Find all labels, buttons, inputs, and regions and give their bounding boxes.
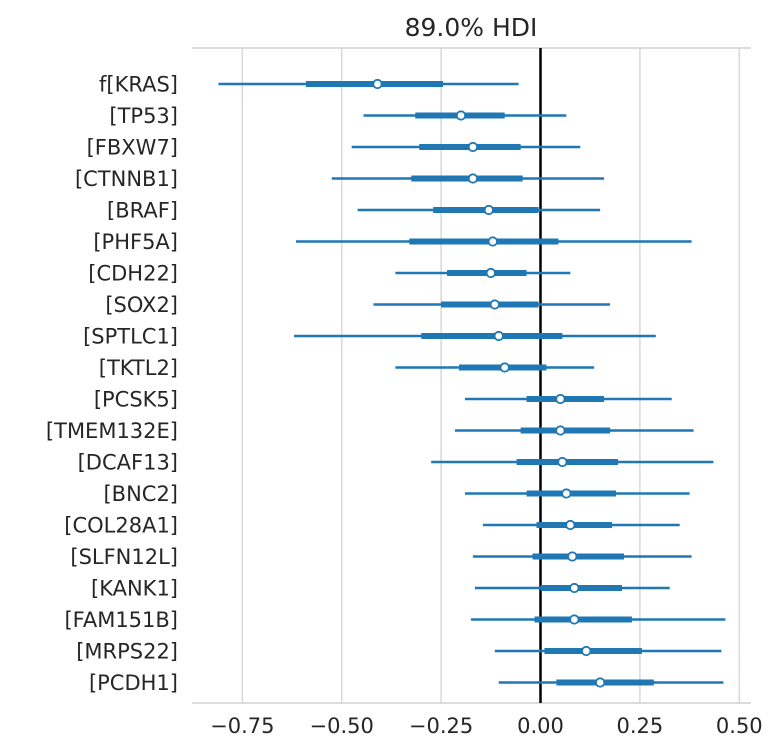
hdi-row — [455, 425, 694, 436]
hdi-row — [470, 614, 726, 625]
hdi-row — [474, 582, 670, 594]
hdi-row — [395, 267, 571, 279]
x-tick-label: −0.50 — [310, 714, 374, 738]
median-point — [569, 582, 580, 594]
hdi-row — [331, 173, 605, 184]
median-point — [555, 393, 566, 405]
category-label: [PHF5A] — [93, 230, 178, 254]
hdi-row — [472, 551, 692, 562]
median-point — [499, 362, 510, 373]
category-label: [PCDH1] — [89, 671, 178, 695]
category-label: [SPTLC1] — [83, 325, 178, 349]
category-label: [FBXW7] — [87, 136, 178, 160]
category-label: [SOX2] — [105, 293, 178, 317]
category-label: [PCSK5] — [94, 388, 178, 412]
x-tick-label: 0.00 — [517, 714, 564, 738]
category-label: [SLFN12L] — [70, 545, 178, 569]
x-tick-label: 0.50 — [716, 714, 763, 738]
median-point — [485, 267, 496, 279]
median-point — [493, 330, 504, 342]
hdi-row — [295, 236, 692, 247]
category-label: [DCAF13] — [78, 451, 178, 475]
category-label: [CDH22] — [88, 262, 178, 286]
category-label: [FAM151B] — [64, 608, 178, 632]
category-label: [TP53] — [109, 104, 178, 128]
median-point — [561, 488, 572, 499]
hdi-row — [464, 393, 672, 405]
x-tick-labels: −0.75 −0.50 −0.25 0.00 0.25 0.50 — [210, 714, 763, 738]
median-point — [372, 78, 383, 90]
x-tick-label: −0.25 — [409, 714, 473, 738]
median-point — [567, 551, 578, 562]
category-label: [CTNNB1] — [75, 167, 178, 191]
hdi-series — [218, 78, 726, 688]
median-point — [489, 299, 500, 310]
hdi-row — [464, 488, 690, 499]
category-label: [BNC2] — [103, 482, 178, 506]
hdi-row — [431, 456, 714, 468]
chart-title: 89.0% HDI — [405, 13, 538, 42]
median-point — [487, 236, 498, 247]
hdi-row — [293, 330, 656, 342]
hdi-row — [395, 362, 595, 373]
hdi-row — [373, 299, 611, 310]
hdi-row — [482, 519, 680, 531]
category-labels: f[KRAS] [TP53] [FBXW7] [CTNNB1] [BRAF] [PHF5A… — [46, 73, 178, 696]
hdi-row — [351, 141, 581, 153]
category-label: [MRPS22] — [76, 640, 178, 664]
median-point — [467, 173, 479, 184]
hdi-row — [218, 78, 519, 90]
x-tick-label: −0.75 — [210, 714, 274, 738]
hdi-row — [357, 204, 601, 216]
category-label: f[KRAS] — [99, 73, 178, 97]
x-tick-label: 0.25 — [617, 714, 664, 738]
category-label: [TMEM132E] — [46, 419, 178, 443]
median-point — [555, 425, 566, 436]
median-point — [557, 456, 568, 468]
median-point — [455, 110, 467, 121]
median-point — [483, 204, 494, 216]
median-point — [565, 519, 576, 531]
hdi-row — [363, 110, 567, 121]
category-label: [BRAF] — [107, 199, 178, 223]
median-point — [467, 141, 479, 153]
hdi-row — [494, 645, 722, 657]
median-point — [581, 645, 592, 657]
median-point — [595, 677, 606, 688]
category-label: [TKTL2] — [99, 356, 178, 380]
category-label: [COL28A1] — [64, 514, 178, 538]
hdi-row — [498, 677, 724, 688]
category-label: [KANK1] — [91, 577, 178, 601]
median-point — [569, 614, 580, 625]
